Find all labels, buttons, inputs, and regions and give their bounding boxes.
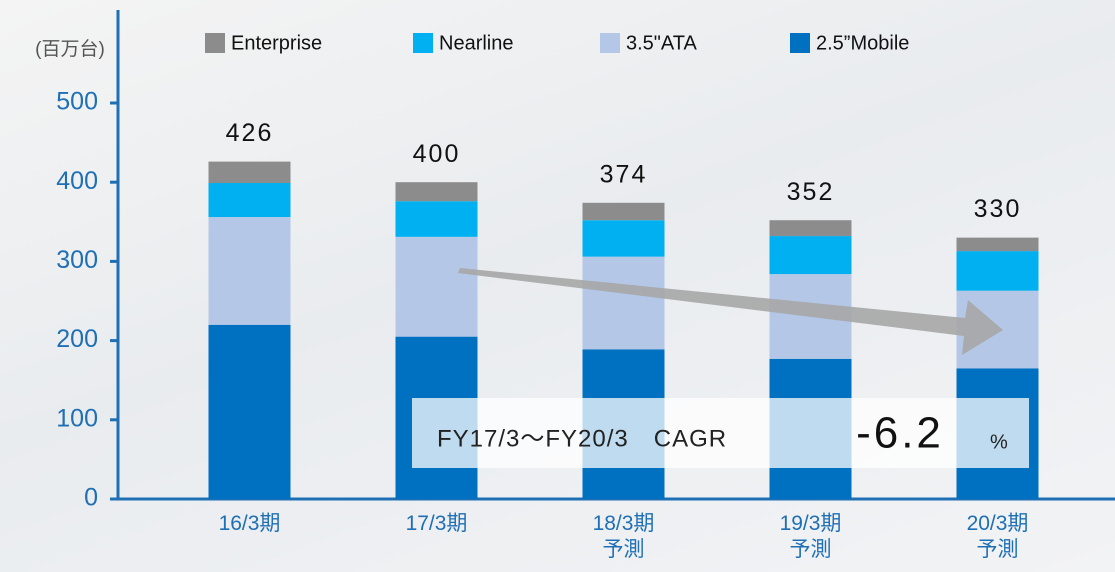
bar-segment	[956, 237, 1039, 252]
annotation-unit: %	[990, 431, 1008, 453]
total-label: 426	[226, 119, 274, 147]
bar-segment	[956, 251, 1039, 291]
total-label: 400	[413, 140, 461, 168]
annotation-box	[412, 398, 1029, 468]
bar-segment	[582, 220, 665, 257]
legend-swatch	[413, 33, 433, 53]
bar-segment	[582, 256, 665, 350]
legend-label: Nearline	[439, 32, 513, 54]
trend-arrow	[458, 268, 1003, 355]
total-label: 374	[600, 160, 648, 188]
bar-segment	[208, 217, 291, 325]
x-tick-label: 20/3期 予測	[966, 512, 1029, 561]
x-tick-label: 18/3期 予測	[592, 512, 655, 561]
annotation-text: FY17/3～FY20/3 CAGR	[437, 425, 727, 452]
y-tick-label: 500	[56, 88, 98, 116]
annotation-value: -6.2	[856, 409, 944, 458]
total-label: 330	[974, 195, 1022, 223]
legend-swatch	[600, 33, 620, 53]
bar-segment	[208, 161, 291, 183]
x-tick-label: 19/3期 予測	[779, 512, 842, 561]
legend-label: 3.5"ATA	[626, 32, 697, 54]
bar-segment	[208, 182, 291, 218]
bar-segment	[769, 236, 852, 275]
x-tick-label: 16/3期	[218, 512, 281, 535]
legend-label: Enterprise	[231, 32, 322, 54]
y-tick-label: 100	[56, 404, 98, 432]
bar-segment	[582, 202, 665, 221]
legend-swatch	[205, 33, 225, 53]
unit-label: (百万台)	[35, 38, 105, 60]
y-tick-label: 200	[56, 325, 98, 353]
legend-label: 2.5”Mobile	[816, 32, 909, 54]
bar-segment	[395, 201, 478, 237]
x-tick-label: 17/3期	[405, 512, 468, 535]
bar-segment	[395, 236, 478, 337]
y-tick-label: 400	[56, 167, 98, 195]
bar-segment	[208, 324, 291, 499]
total-label: 352	[787, 178, 835, 206]
bar-segment	[395, 182, 478, 202]
y-tick-label: 300	[56, 246, 98, 274]
y-tick-label: 0	[84, 484, 98, 512]
legend-swatch	[790, 33, 810, 53]
bar-segment	[769, 220, 852, 237]
